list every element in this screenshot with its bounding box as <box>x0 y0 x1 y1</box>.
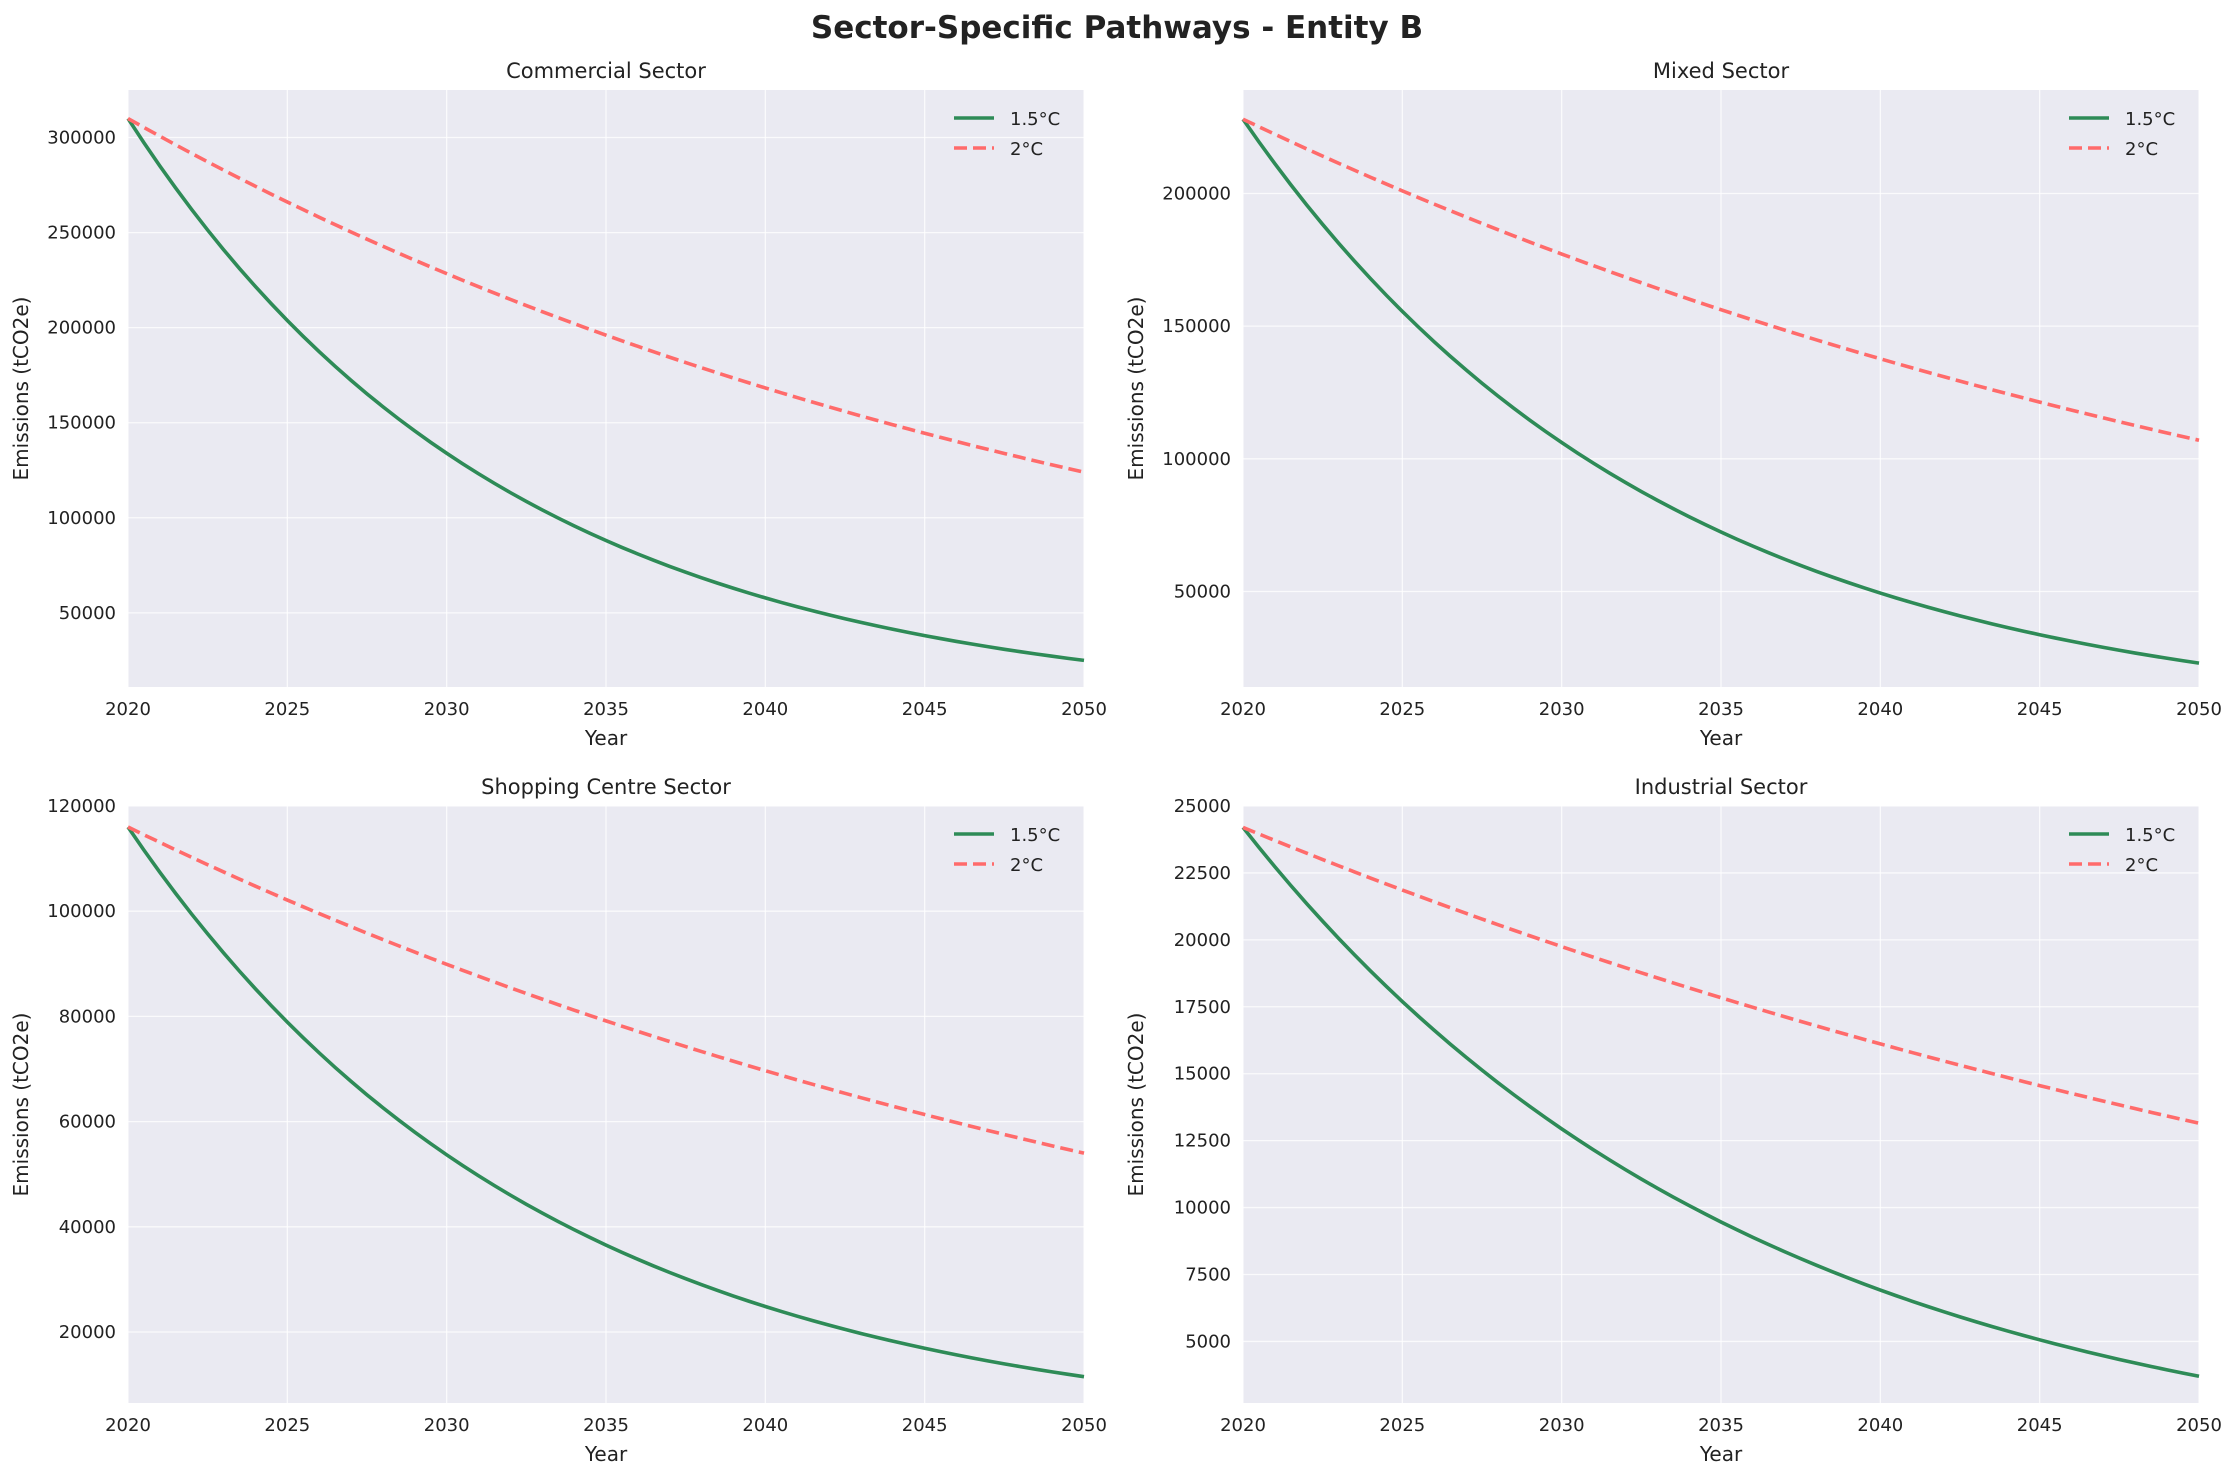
x-axis-label: Year <box>584 726 628 750</box>
legend: 1.5°C 2°C <box>2069 825 2175 876</box>
y-tick-label: 20000 <box>59 1322 116 1343</box>
legend-label: 2°C <box>1010 855 1043 876</box>
y-tick-label: 50000 <box>59 603 116 624</box>
x-tick-label: 2040 <box>1857 699 1903 720</box>
y-tick-label: 20000 <box>1174 930 1231 951</box>
y-axis-label: Emissions (tCO2e) <box>1124 1013 1148 1197</box>
y-tick-label: 100000 <box>47 508 116 529</box>
x-tick-label: 2025 <box>1379 699 1425 720</box>
subplot-title: Shopping Centre Sector <box>481 775 731 799</box>
subplots: 2020 2025 2030 2035 2040 2045 2050 50000 100000 1… <box>9 59 2222 1466</box>
y-axis-label: Emissions (tCO2e) <box>9 297 33 481</box>
legend: 1.5°C 2°C <box>2069 109 2175 160</box>
x-tick-label: 2045 <box>902 699 948 720</box>
y-tick-label: 15000 <box>1174 1064 1231 1085</box>
y-tick-label: 100000 <box>47 901 116 922</box>
x-tick-label: 2050 <box>2176 1415 2222 1436</box>
legend: 1.5°C 2°C <box>954 825 1060 876</box>
y-tick-label: 150000 <box>47 413 116 434</box>
y-tick-label: 120000 <box>47 796 116 817</box>
x-tick-label: 2020 <box>105 1415 151 1436</box>
x-tick-label: 2050 <box>1061 699 1107 720</box>
x-axis-label: Year <box>1699 1442 1743 1466</box>
legend-label: 2°C <box>2125 855 2158 876</box>
series-line-2c <box>127 825 1085 1155</box>
series-line-2c <box>127 116 1085 474</box>
series-line-1p5c <box>1241 118 2200 665</box>
series-line-1p5c <box>126 826 1085 1379</box>
y-tick-label: 7500 <box>1185 1264 1231 1285</box>
x-tick-label: 2050 <box>1061 1415 1107 1436</box>
x-tick-label: 2040 <box>1857 1415 1903 1436</box>
x-tick-label: 2045 <box>902 1415 948 1436</box>
legend-label: 1.5°C <box>2125 825 2175 846</box>
x-tick-label: 2020 <box>1220 699 1266 720</box>
y-tick-label: 250000 <box>47 223 116 244</box>
legend-label: 2°C <box>2125 139 2158 160</box>
series-line-2c <box>1242 825 2200 1125</box>
y-tick-label: 60000 <box>59 1112 116 1133</box>
x-tick-label: 2035 <box>1698 699 1744 720</box>
legend-label: 1.5°C <box>1010 109 1060 130</box>
y-tick-label: 150000 <box>1162 316 1231 337</box>
subplot-2: 2020 2025 2030 2035 2040 2045 2050 50000 100000 1… <box>1124 59 2222 750</box>
legend-label: 1.5°C <box>2125 109 2175 130</box>
y-tick-label: 12500 <box>1174 1131 1231 1152</box>
series-line-1p5c <box>1241 826 2200 1378</box>
subplot-title: Commercial Sector <box>506 59 706 83</box>
x-tick-label: 2025 <box>1379 1415 1425 1436</box>
subplot-4: 2020 2025 2030 2035 2040 2045 2050 5000 7500 1000… <box>1124 775 2222 1466</box>
x-tick-label: 2045 <box>2017 699 2063 720</box>
legend-label: 2°C <box>1010 139 1043 160</box>
series-line-2c <box>1242 117 2200 442</box>
y-tick-label: 22500 <box>1174 863 1231 884</box>
x-tick-label: 2030 <box>424 699 470 720</box>
y-tick-label: 200000 <box>47 318 116 339</box>
x-tick-label: 2020 <box>1220 1415 1266 1436</box>
y-tick-label: 10000 <box>1174 1198 1231 1219</box>
figure-title: Sector-Specific Pathways - Entity B <box>811 10 1423 46</box>
x-tick-label: 2030 <box>1539 1415 1585 1436</box>
x-tick-label: 2030 <box>424 1415 470 1436</box>
y-tick-label: 5000 <box>1185 1331 1231 1352</box>
x-tick-label: 2050 <box>2176 699 2222 720</box>
x-tick-label: 2030 <box>1539 699 1585 720</box>
subplot-3: 2020 2025 2030 2035 2040 2045 2050 20000 40000 60… <box>9 775 1107 1466</box>
y-tick-label: 17500 <box>1174 997 1231 1018</box>
y-tick-label: 50000 <box>1174 581 1231 602</box>
x-axis-label: Year <box>1699 726 1743 750</box>
y-tick-label: 80000 <box>59 1006 116 1027</box>
y-axis-label: Emissions (tCO2e) <box>1124 297 1148 481</box>
y-tick-label: 300000 <box>47 128 116 149</box>
y-tick-label: 25000 <box>1174 796 1231 817</box>
y-tick-label: 200000 <box>1162 183 1231 204</box>
y-tick-label: 40000 <box>59 1217 116 1238</box>
x-tick-label: 2025 <box>264 699 310 720</box>
subplot-title: Mixed Sector <box>1653 59 1790 83</box>
x-tick-label: 2020 <box>105 699 151 720</box>
x-tick-label: 2025 <box>264 1415 310 1436</box>
x-tick-label: 2035 <box>583 699 629 720</box>
legend-label: 1.5°C <box>1010 825 1060 846</box>
subplot-1: 2020 2025 2030 2035 2040 2045 2050 50000 100000 1… <box>9 59 1107 750</box>
x-tick-label: 2035 <box>583 1415 629 1436</box>
y-tick-label: 100000 <box>1162 449 1231 470</box>
x-tick-label: 2040 <box>742 699 788 720</box>
subplot-title: Industrial Sector <box>1635 775 1808 799</box>
x-axis-label: Year <box>584 1442 628 1466</box>
y-axis-label: Emissions (tCO2e) <box>9 1013 33 1197</box>
x-tick-label: 2035 <box>1698 1415 1744 1436</box>
series-line-1p5c <box>126 117 1085 663</box>
x-tick-label: 2045 <box>2017 1415 2063 1436</box>
legend: 1.5°C 2°C <box>954 109 1060 160</box>
x-tick-label: 2040 <box>742 1415 788 1436</box>
